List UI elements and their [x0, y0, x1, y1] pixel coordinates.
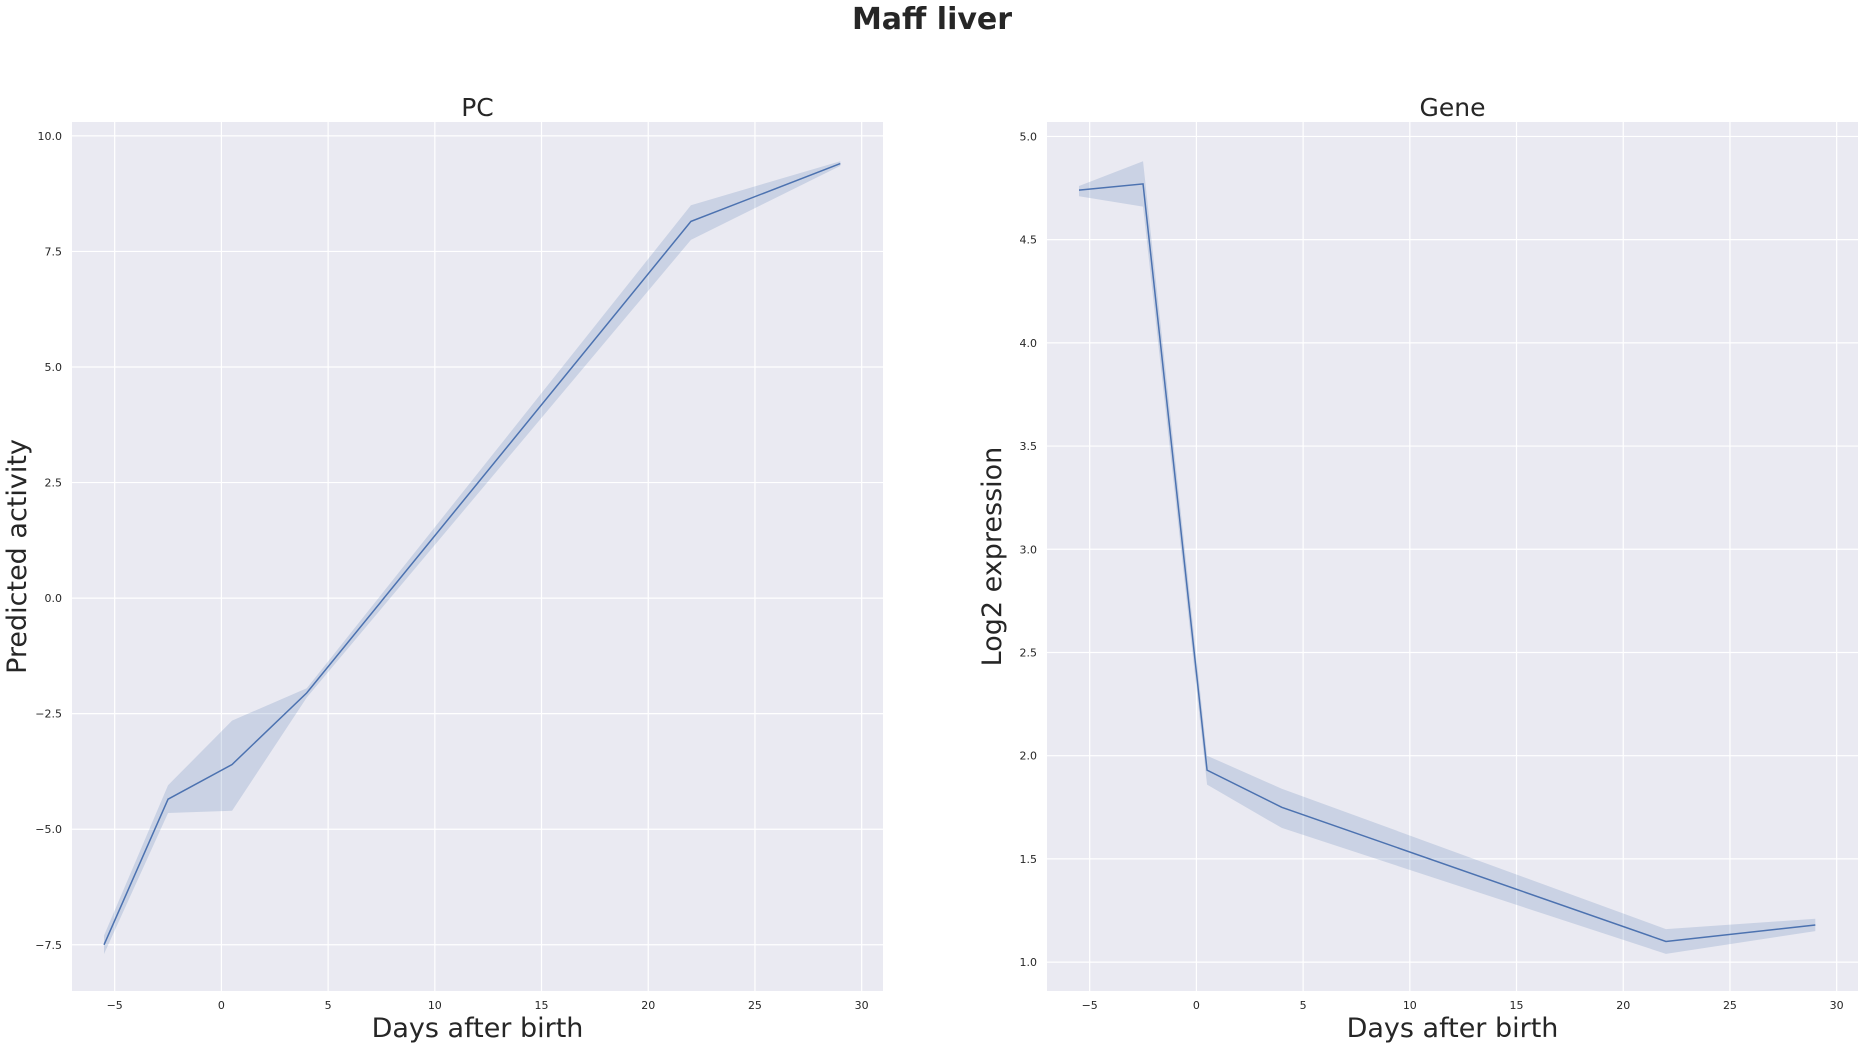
x-tick-label: 0 [1193, 999, 1200, 1012]
x-tick-label: 5 [325, 999, 332, 1012]
y-tick-label: 3.0 [1020, 543, 1038, 556]
series-line [103, 162, 841, 946]
y-tick-label: −7.5 [35, 939, 62, 952]
y-tick-label: −2.5 [35, 708, 62, 721]
x-tick-label: 20 [641, 999, 655, 1012]
plot-area [72, 122, 883, 991]
y-tick-label: 0.0 [45, 592, 63, 605]
figure-title: Maff liver [851, 2, 1013, 37]
x-tick-label: 10 [1403, 999, 1417, 1012]
chart-panel-1: −5 0 5 10 15 20 25 30 −7.5 −5.0 −2.5 0.0 2.5 5.0 7.5 10… [2, 93, 883, 1044]
x-tick-label: 15 [1510, 999, 1524, 1012]
y-tick-label: 1.5 [1020, 853, 1038, 866]
x-tick-label: −5 [107, 999, 123, 1012]
x-tick-label: 25 [748, 999, 762, 1012]
x-tick-label: 30 [855, 999, 869, 1012]
y-tick-label: −5.0 [35, 823, 62, 836]
panel-title: Gene [1420, 93, 1486, 122]
y-tick-label: 7.5 [45, 245, 63, 258]
y-tick-label: 5.0 [1020, 130, 1038, 143]
x-tick-label: −5 [1082, 999, 1098, 1012]
y-tick-label: 4.0 [1020, 337, 1038, 350]
chart-panel-2: −5 0 5 10 15 20 25 30 1.0 1.5 2.0 2.5 3.0 3.5 4.0 4.5 5.… [977, 93, 1858, 1044]
x-tick-label: 30 [1830, 999, 1844, 1012]
y-tick-label: 1.0 [1020, 956, 1038, 969]
x-axis-label: Days after birth [1347, 1013, 1559, 1044]
panel-title: PC [461, 93, 494, 122]
plot-area [1047, 122, 1858, 991]
x-tick-label: 25 [1723, 999, 1737, 1012]
y-tick-label: 2.0 [1020, 750, 1038, 763]
x-axis-label: Days after birth [372, 1013, 584, 1044]
series-line [1078, 183, 1816, 943]
x-tick-label: 15 [535, 999, 549, 1012]
y-tick-label: 2.5 [45, 477, 63, 490]
x-tick-label: 5 [1300, 999, 1307, 1012]
y-tick-label: 10.0 [38, 130, 63, 143]
y-axis-label: Predicted activity [2, 439, 33, 674]
x-tick-label: 0 [218, 999, 225, 1012]
y-axis-label: Log2 expression [977, 447, 1008, 667]
x-tick-label: 20 [1616, 999, 1630, 1012]
y-tick-label: 4.5 [1020, 234, 1038, 247]
y-tick-label: 2.5 [1020, 646, 1038, 659]
x-tick-label: 10 [428, 999, 442, 1012]
y-tick-label: 3.5 [1020, 440, 1038, 453]
y-tick-label: 5.0 [45, 361, 63, 374]
